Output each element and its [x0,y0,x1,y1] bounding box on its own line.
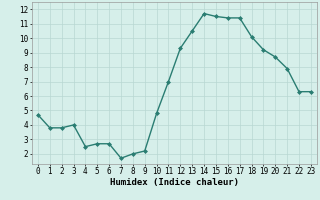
X-axis label: Humidex (Indice chaleur): Humidex (Indice chaleur) [110,178,239,187]
